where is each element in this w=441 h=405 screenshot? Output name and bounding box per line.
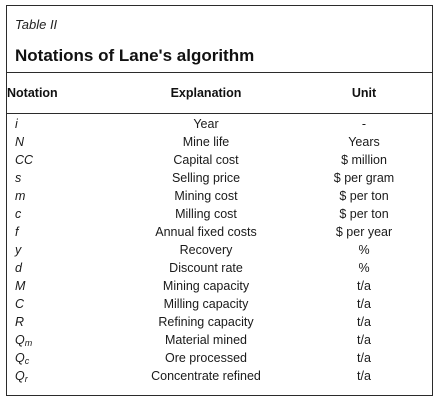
table-title: Notations of Lane's algorithm <box>15 46 255 65</box>
notation-symbol: m <box>15 189 26 203</box>
unit-cell: t/a <box>357 279 371 293</box>
notation-symbol: d <box>15 261 22 275</box>
explanation-cell: Milling cost <box>175 207 237 221</box>
header-explanation: Explanation <box>170 86 242 100</box>
table-row: Qm Material mined t/a <box>7 332 432 350</box>
notation-cell: CC <box>15 153 33 167</box>
notation-symbol: R <box>15 315 25 329</box>
header-explanation-wrap: Explanation <box>117 86 295 100</box>
table-row: m Mining cost $ per ton <box>7 188 432 206</box>
notation-symbol: f <box>15 225 19 239</box>
table-body: i Year - N Mine life Years CC Capital cost $ mil… <box>7 116 432 386</box>
notation-cell: Qm <box>15 333 32 348</box>
explanation-cell: Milling capacity <box>163 297 249 311</box>
notation-cell: M <box>15 279 25 293</box>
unit-cell: % <box>358 261 370 275</box>
notation-cell: C <box>15 297 24 311</box>
table-row: Qc Ore processed t/a <box>7 350 432 368</box>
notation-symbol: s <box>15 171 22 185</box>
explanation-cell: Capital cost <box>173 153 239 167</box>
explanation-cell: Annual fixed costs <box>155 225 257 239</box>
explanation-cell: Selling price <box>171 171 241 185</box>
notation-cell: R <box>15 315 24 329</box>
unit-cell: % <box>358 243 370 257</box>
table-label: Table II <box>15 17 58 32</box>
notation-cell: Qc <box>15 351 29 366</box>
notation-cell: d <box>15 261 22 275</box>
table-header-row: Notation Explanation Unit <box>7 73 432 113</box>
explanation-cell: Discount rate <box>169 261 243 275</box>
unit-cell: $ per ton <box>339 189 389 203</box>
table-row: f Annual fixed costs $ per year <box>7 224 432 242</box>
table-row: M Mining capacity t/a <box>7 278 432 296</box>
explanation-cell: Material mined <box>165 333 247 347</box>
notation-cell: m <box>15 189 25 203</box>
notation-cell: Qr <box>15 369 28 384</box>
unit-cell: t/a <box>357 333 371 347</box>
notation-symbol: y <box>15 243 22 257</box>
unit-cell: t/a <box>357 369 371 383</box>
table-row: c Milling cost $ per ton <box>7 206 432 224</box>
table-row: d Discount rate% <box>7 260 432 278</box>
header-bottom-rule <box>7 113 432 114</box>
explanation-cell: Ore processed <box>165 351 247 365</box>
notation-cell: c <box>15 207 21 221</box>
header-notation: Notation <box>7 86 58 100</box>
notation-symbol: CC <box>15 153 34 167</box>
unit-cell: Years <box>348 135 380 149</box>
table-row: i Year - <box>7 116 432 134</box>
unit-cell: t/a <box>357 351 371 365</box>
explanation-cell: Mining cost <box>174 189 238 203</box>
explanation-cell: Concentrate refined <box>151 369 261 383</box>
notation-symbol: Q <box>15 333 25 347</box>
unit-cell: t/a <box>357 297 371 311</box>
unit-cell: t/a <box>357 315 371 329</box>
unit-cell: $ per gram <box>333 171 395 185</box>
table-row: CC Capital cost $ million <box>7 152 432 170</box>
notation-symbol: i <box>15 117 18 131</box>
unit-cell: - <box>361 117 367 131</box>
unit-cell: $ per ton <box>339 207 389 221</box>
notation-symbol: c <box>15 207 22 221</box>
notation-table: Table II Notations of Lane's algorithm N… <box>6 5 433 396</box>
table-row: C Milling capacity t/a <box>7 296 432 314</box>
explanation-cell: Recovery <box>179 243 233 257</box>
table-row: Qr Concentrate refined t/a <box>7 368 432 386</box>
table-row: N Mine life Years <box>7 134 432 152</box>
notation-symbol: N <box>15 135 25 149</box>
notation-cell: i <box>15 117 18 131</box>
notation-symbol: Q <box>15 369 25 383</box>
table-row: y Recovery% <box>7 242 432 260</box>
notation-cell: s <box>15 171 21 185</box>
notation-cell: N <box>15 135 24 149</box>
explanation-cell: Year <box>193 117 219 131</box>
header-top-rule <box>7 72 432 73</box>
notation-cell: f <box>15 225 18 239</box>
notation-symbol: Q <box>15 351 25 365</box>
notation-subscript: r <box>24 374 28 384</box>
notation-subscript: m <box>24 338 33 348</box>
notation-symbol: C <box>15 297 25 311</box>
table-row: R Refining capacity t/a <box>7 314 432 332</box>
notation-cell: y <box>15 243 21 257</box>
explanation-cell: Mine life <box>182 135 230 149</box>
unit-cell: $ million <box>341 153 387 167</box>
unit-cell: $ per year <box>335 225 393 239</box>
notation-symbol: M <box>15 279 26 293</box>
header-unit: Unit <box>351 86 377 100</box>
notation-subscript: c <box>24 356 30 366</box>
table-row: s Selling price $ per gram <box>7 170 432 188</box>
explanation-cell: Mining capacity <box>162 279 250 293</box>
explanation-cell: Refining capacity <box>158 315 254 329</box>
